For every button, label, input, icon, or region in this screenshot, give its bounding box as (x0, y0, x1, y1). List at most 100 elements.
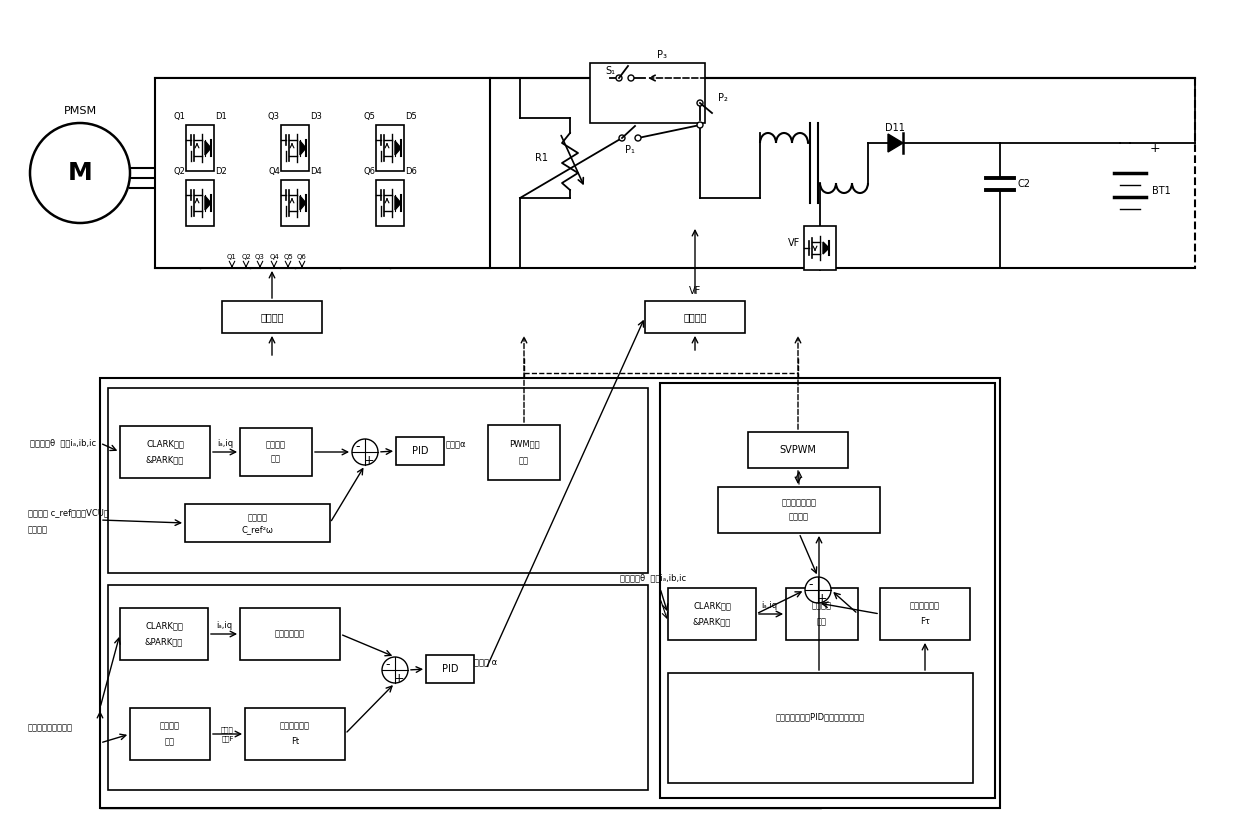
Text: 计算实际转矩: 计算实际转矩 (275, 629, 305, 639)
Bar (668, 588, 756, 640)
Bar (186, 180, 215, 226)
Text: Ft: Ft (291, 737, 299, 747)
Bar (241, 428, 312, 476)
Bar (376, 180, 404, 226)
Bar (186, 125, 215, 171)
Text: -: - (386, 659, 391, 671)
Bar (130, 708, 210, 760)
Text: 计算实际: 计算实际 (812, 602, 832, 611)
Text: CLARK变换: CLARK变换 (146, 440, 184, 448)
Polygon shape (205, 196, 211, 210)
Text: 主动控制策略（PID，鲁棒，最优等）: 主动控制策略（PID，鲁棒，最优等） (776, 712, 866, 722)
Text: PID: PID (441, 664, 459, 674)
Text: SVPWM: SVPWM (780, 445, 816, 455)
Polygon shape (823, 242, 830, 254)
Text: M: M (68, 161, 92, 185)
Text: D3: D3 (310, 112, 322, 121)
Text: &PARK变换: &PARK变换 (693, 618, 732, 626)
Circle shape (352, 439, 378, 465)
Text: D4: D4 (310, 167, 321, 176)
Bar (668, 673, 973, 783)
Text: 期望输: 期望输 (221, 727, 234, 733)
Circle shape (635, 135, 641, 141)
Bar (718, 487, 880, 533)
Text: Q5: Q5 (283, 254, 293, 260)
Text: Fτ: Fτ (920, 618, 930, 626)
Text: 占空比 α: 占空比 α (475, 659, 497, 668)
Polygon shape (205, 141, 211, 155)
Bar (185, 504, 330, 542)
Text: Q2: Q2 (241, 254, 250, 260)
Circle shape (616, 75, 622, 81)
Bar (155, 78, 490, 268)
Text: Q4: Q4 (268, 167, 280, 176)
Text: Q4: Q4 (269, 254, 279, 260)
Bar (120, 426, 210, 478)
Text: D1: D1 (215, 112, 227, 121)
Bar (108, 388, 649, 573)
Text: Q2: Q2 (174, 167, 185, 176)
Text: 转矩控制: 转矩控制 (789, 512, 808, 521)
Bar (396, 437, 444, 465)
Text: 占空比α: 占空比α (445, 441, 466, 449)
Text: 转矩: 转矩 (817, 618, 827, 626)
Bar (748, 432, 848, 468)
Text: P₂: P₂ (718, 93, 728, 103)
Text: BT1: BT1 (1152, 186, 1171, 196)
Text: iₐ,iq: iₐ,iq (761, 602, 777, 611)
Text: 出力F: 出力F (221, 736, 234, 742)
Text: 矢量控制或直接: 矢量控制或直接 (781, 499, 816, 508)
Text: 驱动电路: 驱动电路 (683, 312, 707, 322)
Text: Q1: Q1 (227, 254, 237, 260)
Text: C2: C2 (1018, 179, 1030, 189)
Text: P₃: P₃ (657, 50, 667, 60)
Text: -: - (808, 578, 813, 592)
Text: 天棚控制: 天棚控制 (160, 722, 180, 731)
Polygon shape (300, 141, 306, 155)
Bar (786, 588, 858, 640)
Polygon shape (396, 196, 401, 210)
Polygon shape (300, 196, 306, 210)
Text: PMSM: PMSM (63, 106, 97, 116)
Text: 生器: 生器 (520, 456, 529, 465)
Circle shape (805, 577, 831, 603)
Text: PID: PID (412, 446, 428, 456)
Bar (660, 383, 994, 798)
Text: 转子位置θ  电流iₐ,ib,ic: 转子位置θ 电流iₐ,ib,ic (30, 438, 97, 447)
Circle shape (627, 75, 634, 81)
Text: 转子位置θ  电流iₐ,ib,ic: 转子位置θ 电流iₐ,ib,ic (620, 573, 686, 582)
Polygon shape (396, 141, 401, 155)
Text: CLARK变换: CLARK变换 (145, 622, 184, 631)
Bar (427, 655, 474, 683)
Text: Q5: Q5 (363, 112, 374, 121)
Bar (120, 608, 208, 660)
Text: 电机转速: 电机转速 (29, 525, 48, 535)
Text: P₁: P₁ (625, 145, 635, 155)
Circle shape (697, 100, 703, 106)
Text: VF: VF (689, 286, 701, 296)
Text: 期望输出转矩: 期望输出转矩 (910, 602, 940, 611)
Text: &PARK变换: &PARK变换 (146, 455, 184, 464)
Text: +: + (817, 592, 827, 604)
Bar (880, 588, 970, 640)
Text: Q1: Q1 (174, 112, 185, 121)
Text: +: + (363, 453, 374, 467)
Text: D5: D5 (405, 112, 417, 121)
Text: Q3: Q3 (268, 112, 280, 121)
Text: iₐ,iq: iₐ,iq (216, 622, 232, 630)
Bar (489, 425, 560, 480)
Text: Q6: Q6 (363, 167, 374, 176)
Circle shape (30, 123, 130, 223)
Text: D2: D2 (215, 167, 227, 176)
Text: 参考阻尼 c_ref（来自VCU）: 参考阻尼 c_ref（来自VCU） (29, 509, 109, 518)
Text: C_ref²ω: C_ref²ω (242, 525, 274, 535)
Text: Q6: Q6 (298, 254, 308, 260)
Text: 参考转矩: 参考转矩 (248, 514, 268, 523)
Text: 车身姿态及振动信息: 车身姿态及振动信息 (29, 723, 73, 732)
Text: +: + (1149, 142, 1161, 154)
Text: 策略: 策略 (165, 737, 175, 747)
Text: PWM波发: PWM波发 (508, 440, 539, 449)
Text: 期望输出转矩: 期望输出转矩 (280, 722, 310, 731)
Text: 转矩: 转矩 (272, 455, 281, 463)
Bar (246, 708, 345, 760)
